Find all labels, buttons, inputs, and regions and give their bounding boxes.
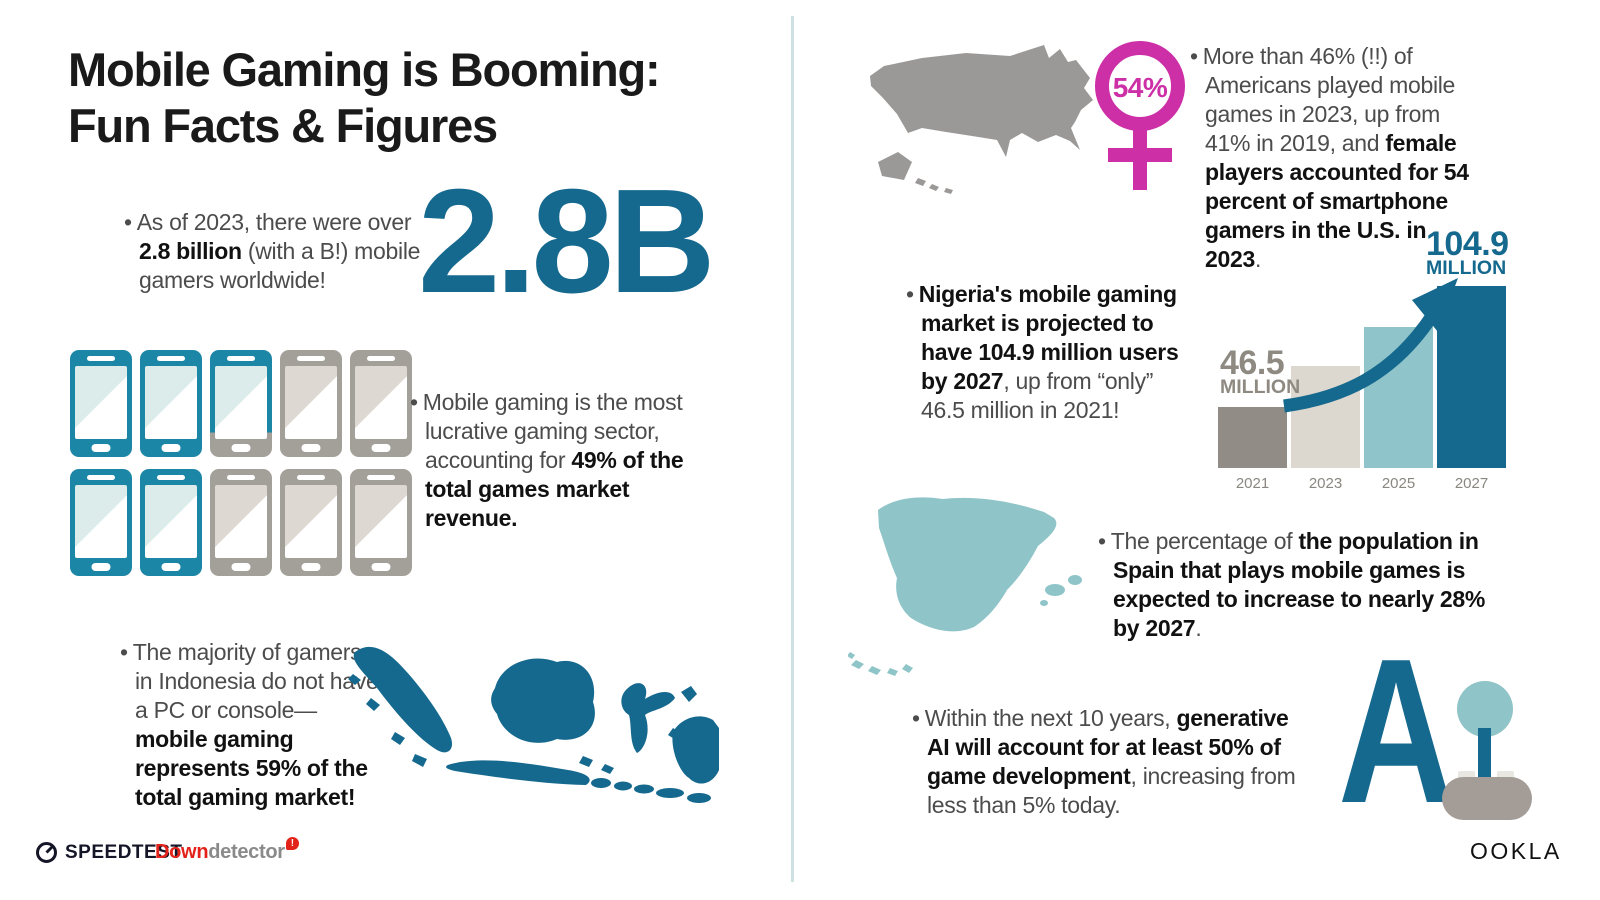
x-label-2027: 2027: [1454, 475, 1489, 492]
fact-revenue-share: • Mobile gaming is the most lucrative gam…: [410, 388, 692, 533]
fact-text-bold: Nigeria's mobile gaming market is projec…: [918, 281, 1179, 394]
phone-icon: [140, 350, 202, 457]
growth-arrow-icon: [1283, 278, 1458, 413]
fact-text-bold: mobile gaming represents 59% of the tota…: [135, 725, 368, 810]
page-title-line2: Fun Facts & Figures: [68, 99, 498, 153]
fact-spain-population: • The percentage of the population in Spa…: [1098, 527, 1490, 643]
value-label-2021: 46.5 MILLION: [1220, 343, 1301, 399]
nigeria-users-bar-chart: 2021 2023 2025 2027 46.5 MILLION 104.9 M…: [1218, 227, 1514, 492]
downdetector-logo: Downdetector!: [155, 837, 299, 864]
downdetector-word-detector: detector: [208, 841, 285, 863]
bullet: •: [906, 281, 914, 307]
ai-joystick-graphic: A: [1338, 628, 1556, 834]
fact-text-bold: generative AI will account for at least …: [927, 705, 1289, 789]
chart-bars: [1218, 286, 1506, 468]
bullet: •: [410, 389, 418, 415]
ookla-logo: OOKLA: [1470, 838, 1562, 864]
fact-text: (with a B!) mobile gamers worldwide!: [139, 237, 421, 293]
fact-indonesia: • The majority of gamers in Indonesia do …: [120, 638, 382, 812]
spain-map-icon: [848, 497, 1082, 676]
bar-2027: [1437, 286, 1506, 468]
speedtest-wordmark: SPEEDTEST: [65, 841, 183, 863]
fact-text: Mobile gaming is the most lucrative gami…: [422, 389, 683, 473]
big-stat-2-8b: 2.8B: [418, 159, 716, 324]
fact-text: The percentage of: [1110, 528, 1299, 554]
bullet: •: [912, 705, 920, 731]
fact-generative-ai: • Within the next 10 years, generative AI…: [912, 704, 1312, 820]
female-gamers-badge: 54%: [1112, 72, 1168, 103]
fact-text: .: [1254, 245, 1262, 272]
fact-text-bold: 2.8 billion: [139, 237, 242, 264]
fact-text: More than 46% (!!) of Americans played m…: [1202, 43, 1456, 156]
bullet: •: [124, 209, 132, 235]
phone-icon: [70, 469, 132, 576]
fact-text: The majority of gamers in Indonesia do n…: [132, 639, 379, 723]
joystick-base-icon: [1442, 777, 1532, 820]
phone-icon: [70, 350, 132, 457]
bullet: •: [1190, 43, 1198, 69]
female-symbol-icon: [1095, 41, 1185, 190]
joystick-button-icon: [1497, 771, 1514, 779]
fact-text: As of 2023, there were over: [136, 209, 412, 235]
joystick-ball-icon: [1457, 681, 1513, 737]
phone-icon: [350, 350, 412, 457]
fact-text: , up from “only” 46.5 million in 2021!: [921, 367, 1154, 423]
fact-text-bold: the population in Spain that plays mobil…: [1113, 528, 1486, 641]
value-label-2027: 104.9 MILLION: [1426, 224, 1509, 280]
value-unit: MILLION: [1426, 257, 1507, 280]
fact-usa-players: • More than 46% (!!) of Americans played …: [1190, 42, 1482, 274]
page-title-line1: Mobile Gaming is Booming:: [68, 43, 661, 96]
fact-text: Within the next 10 years,: [924, 705, 1177, 731]
downdetector-word-down: Down: [155, 841, 209, 863]
indonesia-map-icon: [348, 646, 719, 803]
phone-icon: [140, 469, 202, 576]
downdetector-alert-icon: !: [285, 837, 299, 850]
chart-x-axis-labels: 2021 2023 2025 2027: [1218, 475, 1506, 492]
bullet: •: [120, 639, 128, 665]
fact-text: .: [1195, 614, 1202, 641]
phone-grid: [70, 350, 412, 576]
fact-text-bold: 49% of the total games market revenue.: [425, 446, 684, 531]
speedtest-gauge-icon: [36, 842, 57, 863]
phone-icon: [280, 469, 342, 576]
x-label-2025: 2025: [1381, 475, 1416, 492]
center-divider: [791, 16, 794, 882]
value-unit: MILLION: [1220, 376, 1301, 399]
usa-map-icon: [870, 45, 1093, 194]
x-label-2023: 2023: [1308, 475, 1343, 492]
speedtest-logo: SPEEDTEST: [35, 841, 182, 864]
joystick-button-icon: [1458, 771, 1475, 779]
phone-icon: [280, 350, 342, 457]
phone-icon: [210, 469, 272, 576]
fact-gamers-worldwide: • As of 2023, there were over 2.8 billion…: [124, 208, 424, 295]
phone-icon: [350, 469, 412, 576]
ai-letter-a: A: [1338, 616, 1455, 846]
page-title: Mobile Gaming is Booming: Fun Facts & Fi…: [68, 42, 661, 155]
fact-nigeria-users: • Nigeria's mobile gaming market is proje…: [906, 280, 1182, 425]
value-number: 46.5: [1220, 343, 1285, 382]
joystick-stick-icon: [1478, 728, 1491, 780]
x-label-2021: 2021: [1235, 475, 1270, 492]
fact-text-bold: female players accounted for 54 percent …: [1205, 129, 1469, 272]
bullet: •: [1098, 528, 1106, 554]
bar-2021: [1218, 407, 1287, 468]
fact-text: , increasing from less than 5% today.: [927, 762, 1296, 818]
value-number: 104.9: [1426, 224, 1509, 263]
phone-icon: [210, 350, 272, 457]
